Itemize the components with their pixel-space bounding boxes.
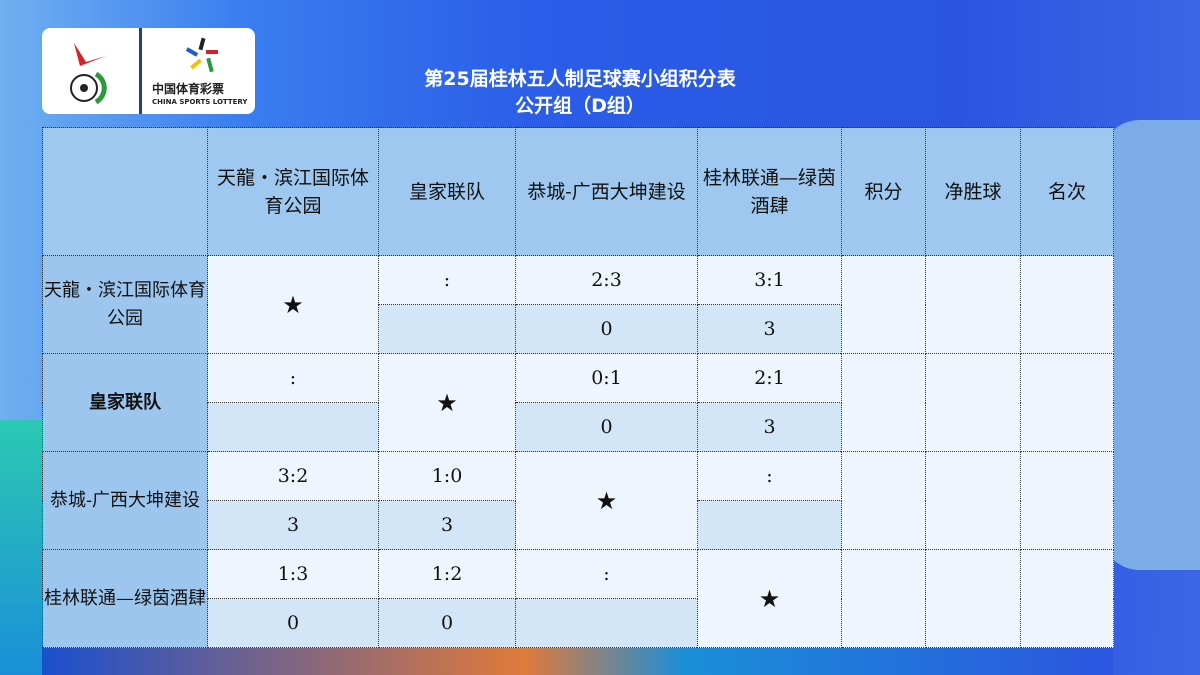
column-header: 皇家联队 xyxy=(378,127,516,256)
page-title: 第25届桂林五人制足球赛小组积分表 公开组（D组） xyxy=(300,66,860,120)
match-points xyxy=(378,304,516,354)
table-row-scores: 皇家联队: ★ 0:1 2:1 xyxy=(42,353,1114,452)
match-score: 3:2 xyxy=(207,451,379,501)
match-score: : xyxy=(378,255,516,305)
self-match-star: ★ xyxy=(515,451,698,550)
table-row-scores: 恭城-广西大坤建设 3:2 1:0 ★: xyxy=(42,451,1114,550)
rank xyxy=(1020,353,1114,452)
match-points: 0 xyxy=(515,402,698,452)
title-line-1: 第25届桂林五人制足球赛小组积分表 xyxy=(424,68,736,90)
background-decoration-bottom xyxy=(42,645,1113,675)
match-points xyxy=(515,598,698,648)
column-header: 恭城-广西大坤建设 xyxy=(515,127,698,256)
total-points xyxy=(841,353,926,452)
logo-divider xyxy=(139,28,142,114)
match-score: 0:1 xyxy=(515,353,698,403)
match-score: 1:2 xyxy=(378,549,516,599)
match-points: 3 xyxy=(697,402,842,452)
match-score: 2:3 xyxy=(515,255,698,305)
match-points: 3 xyxy=(207,500,379,550)
logo-text-en: CHINA SPORTS LOTTERY xyxy=(152,98,248,106)
goal-difference xyxy=(925,353,1021,452)
china-sports-lottery-star-icon xyxy=(185,37,218,73)
guangxi-sports-logo-icon xyxy=(70,43,107,105)
team-name: 桂林联通—绿茵酒肆 xyxy=(42,549,208,648)
match-score: 1:3 xyxy=(207,549,379,599)
match-score: 1:0 xyxy=(378,451,516,501)
match-points: 0 xyxy=(207,598,379,648)
self-match-star: ★ xyxy=(378,353,516,452)
match-score: : xyxy=(207,353,379,403)
column-header: 名次 xyxy=(1020,127,1114,256)
table-row-scores: 天龍・滨江国际体育公园 ★:2:3 3:1 xyxy=(42,255,1114,354)
match-points xyxy=(207,402,379,452)
match-points: 3 xyxy=(378,500,516,550)
column-header xyxy=(42,127,208,256)
match-points: 0 xyxy=(515,304,698,354)
total-points xyxy=(841,451,926,550)
match-score: 2:1 xyxy=(697,353,842,403)
team-name: 恭城-广西大坤建设 xyxy=(42,451,208,550)
table-row-scores: 桂林联通—绿茵酒肆 1:3 1:2: ★ xyxy=(42,549,1114,648)
self-match-star: ★ xyxy=(207,255,379,354)
rank xyxy=(1020,549,1114,648)
column-header: 积分 xyxy=(841,127,926,256)
total-points xyxy=(841,549,926,648)
sponsor-logo: 中国体育彩票 CHINA SPORTS LOTTERY xyxy=(42,28,255,114)
match-score: : xyxy=(697,451,842,501)
column-header: 净胜球 xyxy=(925,127,1021,256)
goal-difference xyxy=(925,255,1021,354)
team-name: 皇家联队 xyxy=(42,353,208,452)
goal-difference xyxy=(925,451,1021,550)
standings-table: 天龍・滨江国际体育公园 皇家联队 恭城-广西大坤建设 桂林联通—绿茵酒肆 积分 净胜球 名次… xyxy=(42,127,1114,648)
match-points: 0 xyxy=(378,598,516,648)
goal-difference xyxy=(925,549,1021,648)
header-row: 天龍・滨江国际体育公园 皇家联队 恭城-广西大坤建设 桂林联通—绿茵酒肆 积分 净胜球 名次 xyxy=(42,127,1114,256)
match-score: : xyxy=(515,549,698,599)
match-score: 3:1 xyxy=(697,255,842,305)
match-points: 3 xyxy=(697,304,842,354)
logo-text-cn: 中国体育彩票 xyxy=(152,82,225,96)
team-name: 天龍・滨江国际体育公园 xyxy=(42,255,208,354)
background-athlete-silhouette xyxy=(1100,120,1200,570)
column-header: 天龍・滨江国际体育公园 xyxy=(207,127,379,256)
rank xyxy=(1020,255,1114,354)
column-header: 桂林联通—绿茵酒肆 xyxy=(697,127,842,256)
rank xyxy=(1020,451,1114,550)
self-match-star: ★ xyxy=(697,549,842,648)
total-points xyxy=(841,255,926,354)
title-line-2: 公开组（D组） xyxy=(515,95,645,117)
match-points xyxy=(697,500,842,550)
